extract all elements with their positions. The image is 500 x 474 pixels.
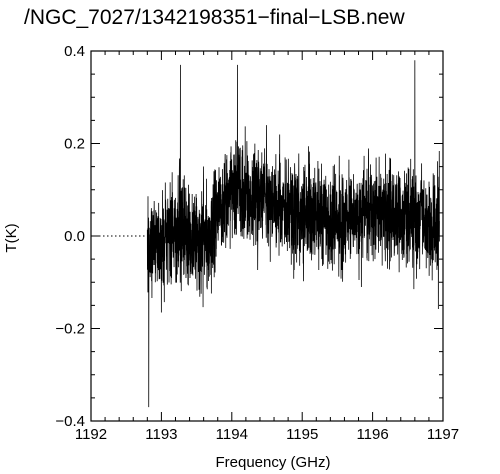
chart-title: /NGC_7027/1342198351−final−LSB.new	[24, 6, 405, 29]
y-tick-label: 0.4	[64, 43, 85, 60]
y-tick-label: 0.0	[64, 228, 85, 245]
x-tick-label: 1197	[427, 426, 459, 443]
x-axis-label: Frequency (GHz)	[215, 454, 330, 471]
x-tick-label: 1196	[356, 426, 388, 443]
x-tick-label: 1192	[75, 426, 107, 443]
y-tick-label: −0.4	[55, 413, 85, 430]
y-tick-label: −0.2	[55, 321, 85, 338]
y-tick-label: 0.2	[64, 136, 85, 153]
x-tick-label: 1193	[145, 426, 177, 443]
x-tick-label: 1195	[286, 426, 318, 443]
spectrum-line	[146, 60, 440, 408]
y-axis-label: T(K)	[3, 223, 20, 252]
x-tick-label: 1194	[216, 426, 248, 443]
plot-area	[91, 60, 440, 408]
axes: 1192 1193 1194 1195 1196 1197 −0.4 −0.2 0.0 0.2 0.…	[55, 43, 459, 443]
